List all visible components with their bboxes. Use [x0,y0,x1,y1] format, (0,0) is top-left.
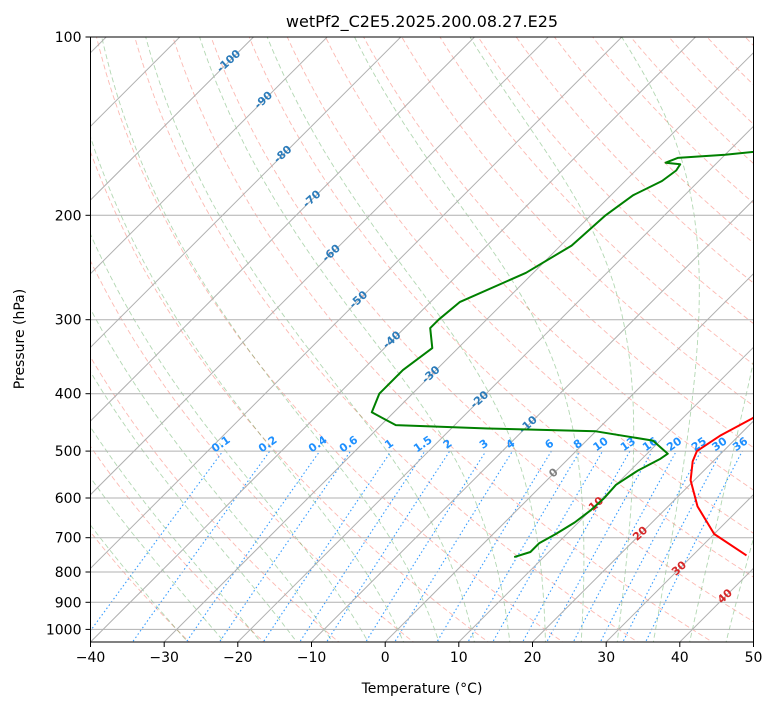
x-axis-label: Temperature (°C) [361,681,483,697]
y-tick-label: 800 [55,565,82,581]
y-tick-label: 500 [55,444,82,460]
x-tick-label: −20 [223,650,253,666]
y-tick-label: 400 [55,387,82,403]
y-tick-label: 1000 [46,622,82,638]
y-tick-label: 700 [55,531,82,547]
x-tick-label: 30 [597,650,615,666]
x-tick-label: −40 [76,650,106,666]
x-tick-label: −30 [149,650,179,666]
chart-title: wetPf2_C2E5.2025.200.08.27.E25 [286,12,558,32]
y-tick-label: 200 [55,208,82,224]
x-tick-label: 40 [671,650,689,666]
y-tick-label: 600 [55,491,82,507]
x-tick-label: 10 [450,650,468,666]
y-tick-label: 900 [55,595,82,611]
x-tick-label: −10 [297,650,327,666]
y-tick-label: 100 [55,30,82,46]
x-tick-label: 20 [524,650,542,666]
y-axis-label: Pressure (hPa) [12,289,28,389]
x-tick-label: 0 [381,650,390,666]
x-tick-label: 50 [745,650,763,666]
y-tick-label: 300 [55,313,82,329]
